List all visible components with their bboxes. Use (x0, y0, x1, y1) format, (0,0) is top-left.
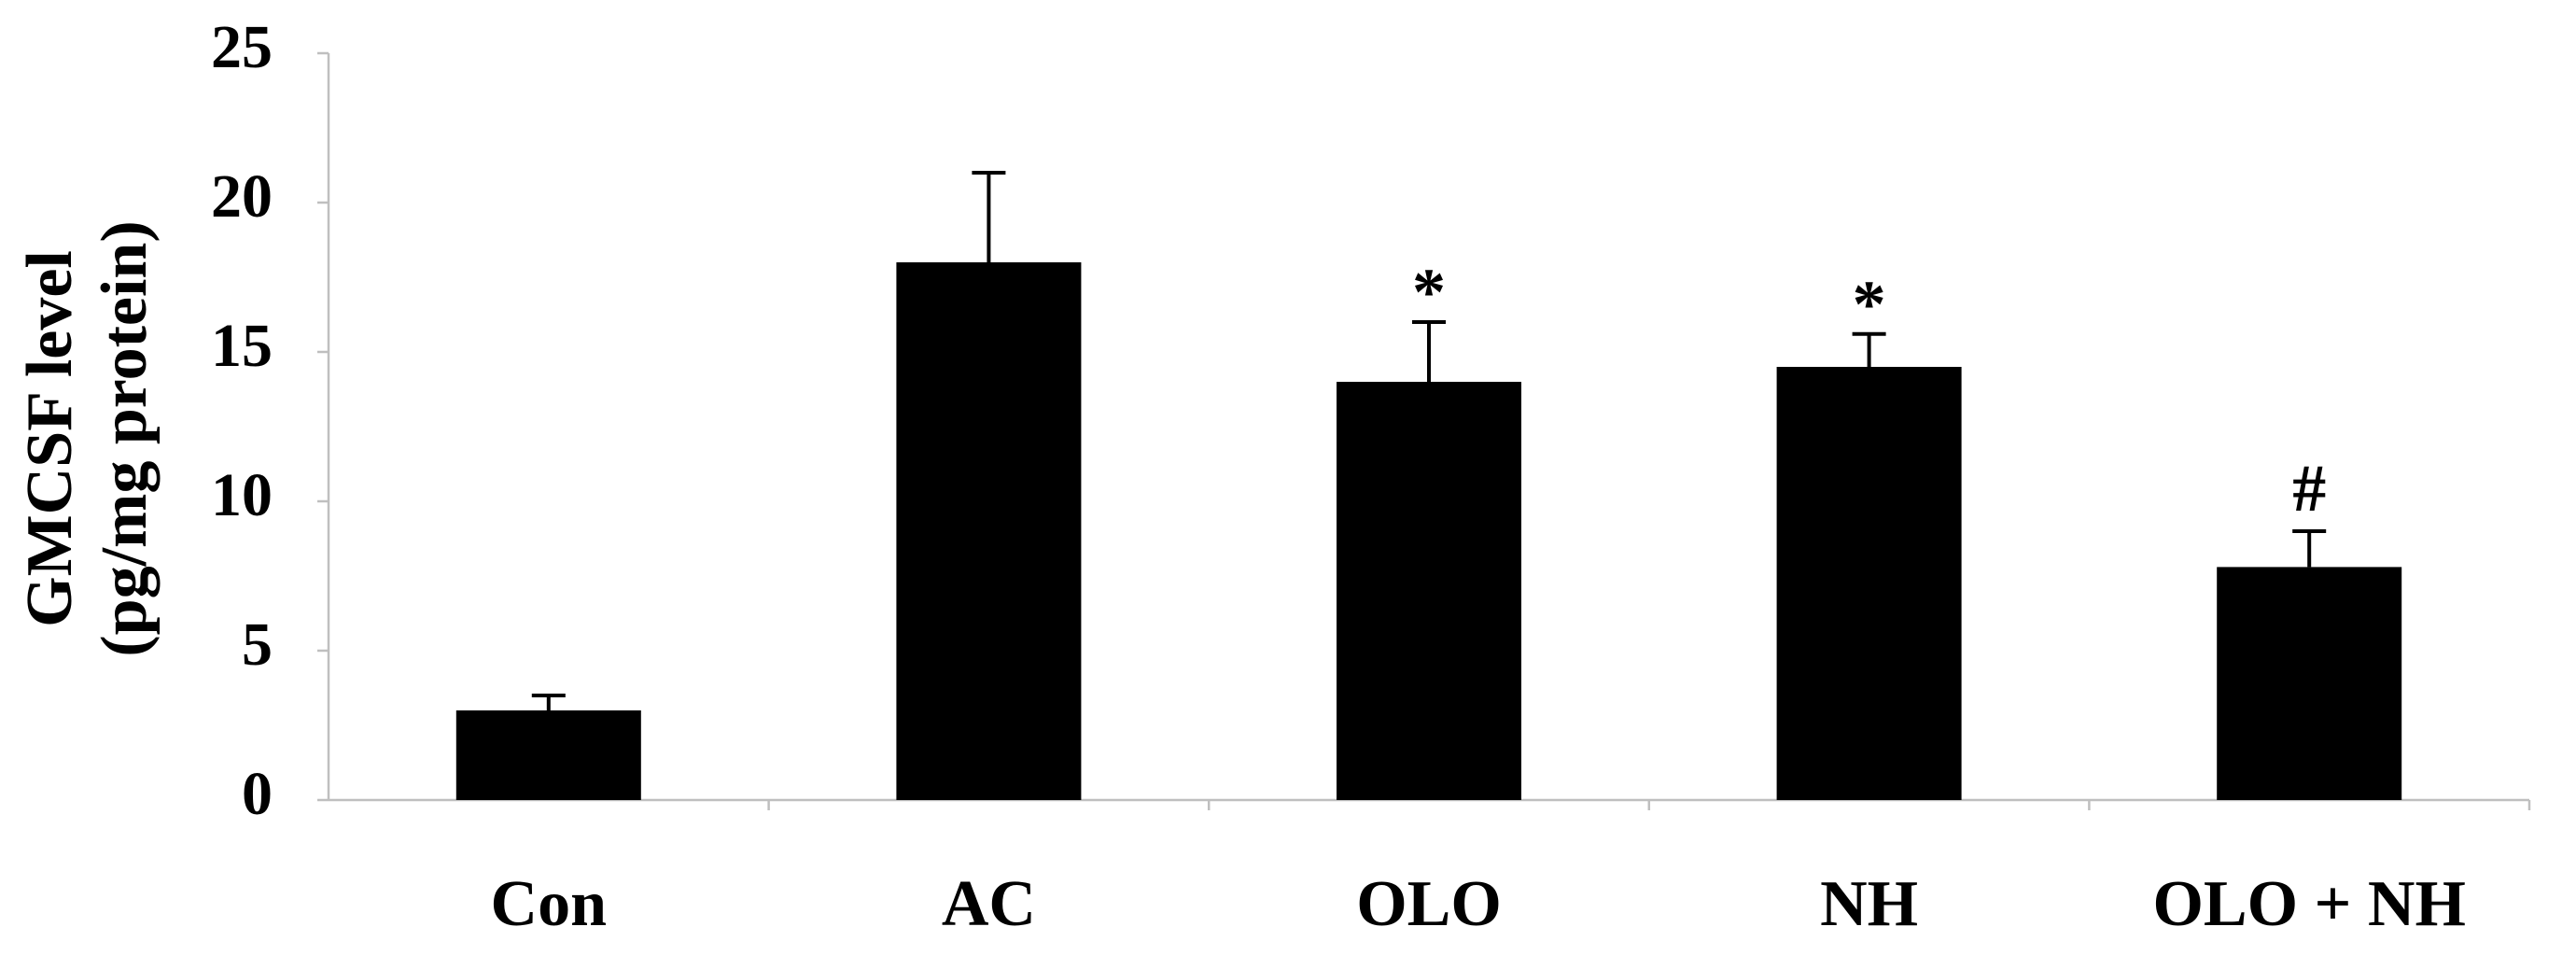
x-axis-categories: Con AC OLO NH OLO + NH (491, 868, 2466, 940)
x-category-label: Con (491, 868, 607, 940)
significance-mark: # (2292, 451, 2326, 526)
y-tick-label: 25 (211, 13, 273, 81)
y-axis-title-line-1: GMCSF level (14, 250, 86, 627)
y-tick-label: 0 (242, 760, 273, 828)
y-axis-ticks: 0 5 10 15 20 25 (211, 13, 329, 828)
y-axis-title: GMCSF level (pg/mg protein) (14, 220, 161, 656)
error-bars (531, 171, 2327, 710)
bar-olo-nh (2217, 567, 2402, 800)
bar-ac (896, 262, 1082, 800)
annotations: * * # (1412, 255, 2326, 526)
bar-con (455, 710, 641, 800)
x-category-label: NH (1820, 868, 1918, 940)
bar-olo (1337, 382, 1521, 800)
significance-mark: * (1412, 255, 1446, 330)
y-tick-label: 5 (242, 611, 273, 679)
y-tick-label: 15 (211, 312, 273, 380)
x-category-label: OLO (1356, 868, 1502, 940)
y-axis-title-line-2: (pg/mg protein) (89, 220, 161, 656)
x-category-label: AC (942, 868, 1036, 940)
bars (455, 262, 2402, 800)
x-category-label: OLO + NH (2152, 868, 2465, 940)
significance-mark: * (1853, 267, 1886, 342)
y-tick-label: 20 (211, 162, 273, 231)
bar-nh (1776, 367, 1962, 800)
y-tick-label: 10 (211, 461, 273, 529)
